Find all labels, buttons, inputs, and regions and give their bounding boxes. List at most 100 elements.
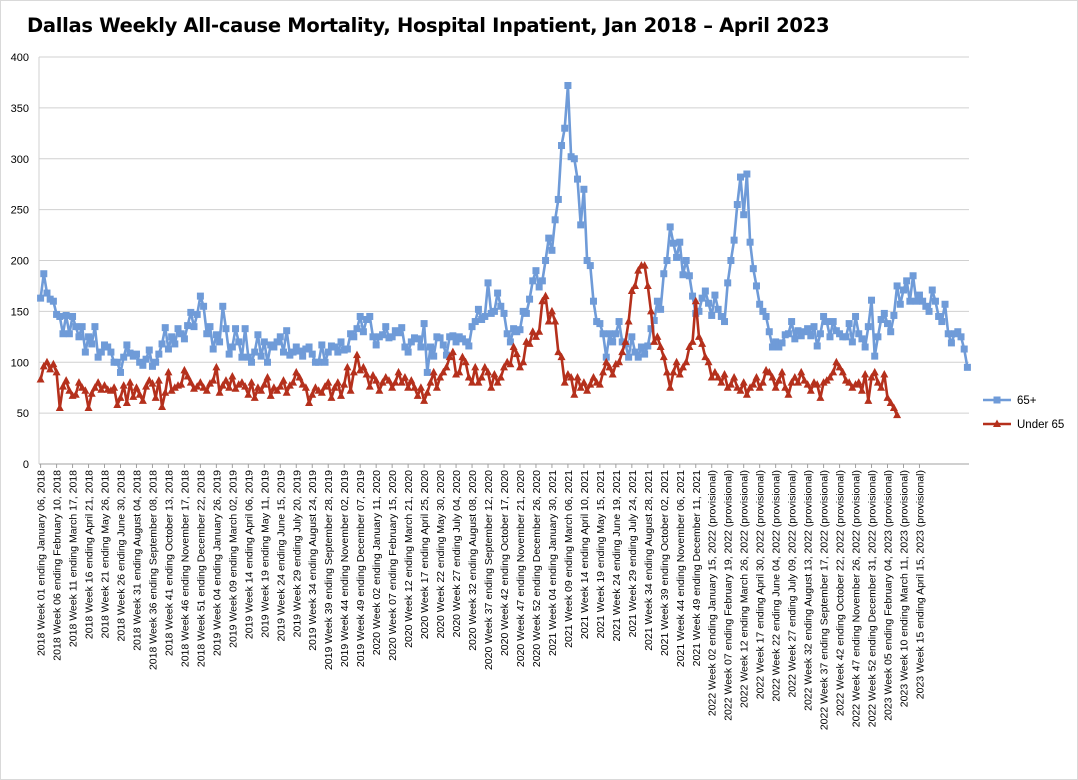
data-point [807,332,815,340]
data-point [663,257,671,264]
data-point [416,383,425,391]
data-point [359,328,367,336]
data-point [100,381,109,389]
data-point [804,325,812,333]
data-point [85,333,93,341]
data-point [538,277,546,285]
data-point [726,380,735,388]
data-point [806,386,815,394]
data-point [40,270,48,278]
data-point [234,380,243,388]
data-point [164,367,173,376]
data-point [292,343,300,351]
data-point [848,338,856,346]
x-tick-label: 2020 Week 12 ending March 21, 2020 [403,470,415,648]
data-point [889,403,898,412]
data-point [871,352,879,360]
data-point [215,388,224,396]
x-tick-label: 2018 Week 26 ending June 30, 2018 [115,470,127,642]
data-point [481,312,489,320]
data-point [177,330,185,338]
data-point [148,379,157,387]
data-point [317,388,326,396]
x-tick-label: 2021 Week 14 ending April 10, 2021 [579,470,591,639]
data-point [714,373,723,381]
x-tick-label: 2022 Week 17 ending April 30, 2022 (prov… [755,470,767,699]
x-tick-label: 2021 Week 29 ending July 24, 2021 [627,470,639,638]
data-point [158,340,166,348]
data-point [161,324,169,332]
x-tick-label: 2022 Week 42 ending October 22, 2022 (pr… [835,470,847,716]
data-point [417,343,425,351]
x-tick-label: 2018 Week 21 ending May 26, 2018 [100,470,112,639]
data-point [398,324,406,332]
data-point [266,391,275,399]
data-point [823,318,831,326]
data-point [583,257,591,264]
data-point [580,185,588,193]
data-point [452,369,461,378]
data-point [925,307,933,315]
data-point [625,353,633,361]
data-point [321,382,330,390]
data-point [676,238,684,246]
axes: 0 50 100 150 200 250 300 350 400 2018 Week 01 end… [11,52,969,730]
data-point [647,325,655,333]
data-point [586,262,594,270]
data-point [756,300,764,308]
data-point [800,376,809,384]
data-point [404,348,412,356]
data-point [372,341,380,349]
data-point [813,342,821,350]
data-point [327,393,336,401]
x-tick-label: 2018 Week 36 ending September 08, 2018 [147,470,159,670]
x-tick-label: 2021 Week 44 ending November 06, 2021 [675,470,687,667]
data-point [689,292,697,300]
y-tick-label-350: 350 [11,103,29,115]
data-point [442,351,450,359]
data-point [238,353,246,361]
data-point [432,383,441,391]
data-point [276,382,285,390]
data-point [231,384,240,392]
data-point [730,236,738,244]
data-point [877,316,885,324]
data-point [535,327,544,335]
data-point [861,343,869,351]
data-point [765,328,773,336]
data-point [113,400,122,408]
data-point [758,378,767,386]
data-point [196,378,205,386]
chart-title: Dallas Weekly All-cause Mortality, Hospi… [27,14,830,37]
x-tick-label: 2019 Week 44 ending November 02, 2019 [339,470,351,667]
data-point [365,382,374,390]
data-point [643,281,652,289]
x-tick-label: 2022 Week 37 ending September 17, 2022 (… [819,470,831,730]
data-point [788,318,796,326]
data-point [884,320,892,328]
data-point [119,381,128,389]
y-tick-label-150: 150 [11,306,29,318]
data-point [120,353,128,361]
data-point [672,357,681,366]
data-point [820,312,828,320]
data-point [388,383,397,391]
data-point [832,357,841,366]
data-point [461,357,470,366]
data-point [452,338,460,346]
data-point [615,357,624,366]
data-point [465,342,473,350]
data-point [225,350,233,358]
data-point [768,343,776,351]
data-point [691,296,700,305]
data-point [554,195,562,203]
x-tick-label: 2021 Week 19 ending May 15, 2021 [595,470,607,639]
data-point [352,350,361,359]
data-point [158,402,167,411]
data-point [544,317,553,325]
data-point [439,341,447,349]
data-point [698,339,707,347]
data-point [701,287,709,295]
data-point [829,367,838,376]
data-point [494,289,502,297]
